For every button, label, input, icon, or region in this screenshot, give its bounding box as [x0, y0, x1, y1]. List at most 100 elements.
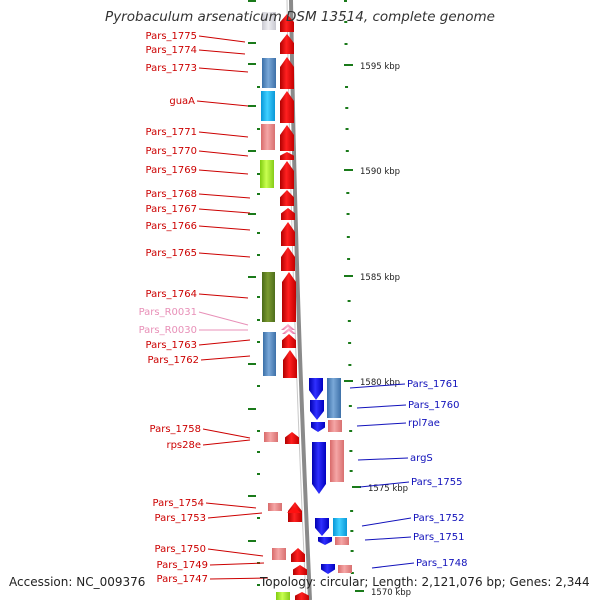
- gene-arrow-forward: [280, 57, 294, 89]
- label-leader-line: [356, 404, 407, 409]
- track-tick: [344, 43, 348, 45]
- gene-block: [327, 378, 341, 418]
- gene-arrow-forward: [280, 161, 294, 189]
- gene-label: Pars_1766: [146, 221, 197, 232]
- track-tick: [257, 385, 260, 387]
- gene-arrow-forward: [293, 565, 307, 575]
- gene-label: Pars_1771: [146, 127, 197, 138]
- gene-block: [262, 272, 275, 322]
- label-leader-line: [196, 100, 249, 107]
- label-leader-line: [209, 562, 265, 566]
- gene-label: Pars_1763: [146, 340, 197, 351]
- genome-info-text: Topology: circular; Length: 2,121,076 bp…: [260, 575, 590, 589]
- scale-tick-label: 1570 kbp: [371, 588, 411, 598]
- gene-label: Pars_1761: [407, 379, 458, 390]
- gene-arrow-reverse: [309, 378, 323, 400]
- track-tick: [347, 300, 351, 302]
- scale-tick-label: 1595 kbp: [360, 62, 400, 72]
- gene-arrow-forward: [291, 548, 305, 562]
- track-tick: [257, 173, 260, 175]
- label-leader-line: [359, 481, 410, 488]
- track-tick: [345, 128, 349, 130]
- gene-label: Pars_1760: [408, 400, 459, 411]
- scale-tick-label: 1590 kbp: [360, 167, 400, 177]
- track-tick: [257, 128, 260, 130]
- scale-tick-label: 1585 kbp: [360, 273, 400, 283]
- gene-block: [338, 565, 352, 573]
- track-tick: [348, 364, 352, 366]
- label-leader-line: [198, 131, 249, 138]
- gene-arrow-forward: [287, 507, 301, 513]
- track-tick: [257, 430, 260, 432]
- track-tick: [257, 254, 260, 256]
- track-tick: [257, 86, 260, 88]
- track-tick: [348, 342, 352, 344]
- track-tick: [257, 193, 260, 195]
- gene-block: [262, 12, 276, 30]
- gene-label: Pars_1762: [148, 355, 199, 366]
- gene-block: [276, 592, 290, 600]
- gene-arrow-forward: [281, 247, 295, 271]
- label-leader-line: [198, 35, 246, 43]
- gene-block: [268, 503, 282, 511]
- gene-block: [333, 518, 347, 536]
- map-title: Pyrobaculum arsenaticum DSM 13514, compl…: [105, 9, 495, 25]
- scale-tick-label: 1580 kbp: [360, 378, 400, 388]
- gene-arrow-forward: [281, 208, 295, 220]
- gene-block: [272, 548, 286, 560]
- gene-label: Pars_1751: [413, 532, 464, 543]
- track-tick: [346, 236, 350, 238]
- track-tick: [347, 320, 351, 322]
- rna-feature: [282, 328, 296, 334]
- gene-block: [262, 58, 276, 88]
- track-tick: [248, 150, 256, 152]
- track-tick: [248, 105, 256, 107]
- label-leader-line: [205, 502, 257, 509]
- label-leader-line: [202, 439, 251, 446]
- gene-label: Pars_1768: [146, 189, 197, 200]
- gene-label: Pars_1753: [155, 513, 206, 524]
- gene-arrow-forward: [283, 350, 297, 378]
- gene-block: [260, 160, 274, 188]
- track-tick: [349, 430, 353, 432]
- gene-arrow-forward: [280, 152, 294, 160]
- scale-tick-label: 1575 kbp: [368, 484, 408, 494]
- track-tick: [248, 0, 256, 2]
- label-leader-line: [198, 293, 249, 299]
- scale-tick-mark: [344, 169, 353, 171]
- scale-tick-mark: [352, 486, 361, 488]
- label-leader-line: [198, 150, 249, 157]
- gene-label: Pars_1749: [157, 560, 208, 571]
- gene-block: [261, 91, 275, 121]
- label-leader-line: [357, 457, 409, 461]
- gene-label: argS: [410, 453, 433, 464]
- gene-label: Pars_1747: [157, 574, 208, 585]
- track-tick: [248, 213, 256, 215]
- track-tick: [248, 63, 256, 65]
- track-tick: [348, 405, 352, 407]
- gene-arrow-reverse: [312, 442, 326, 494]
- label-leader-line: [207, 512, 263, 519]
- track-tick: [345, 107, 349, 109]
- label-leader-line: [349, 383, 406, 389]
- gene-block: [263, 332, 276, 376]
- track-tick: [347, 258, 351, 260]
- scale-tick-mark: [344, 275, 353, 277]
- gene-label: rps28e: [166, 440, 201, 451]
- gene-label: Pars_1773: [146, 63, 197, 74]
- track-tick: [349, 450, 353, 452]
- gene-arrow-forward: [280, 125, 294, 151]
- gene-arrow-forward: [295, 592, 309, 600]
- gene-label: Pars_1758: [150, 424, 201, 435]
- track-tick: [248, 42, 256, 44]
- gene-arrow-reverse: [310, 400, 324, 420]
- label-leader-line: [198, 339, 251, 346]
- gene-arrow-forward: [282, 334, 296, 348]
- gene-arrow-forward: [285, 432, 299, 444]
- track-tick: [344, 0, 347, 2]
- gene-arrow-reverse: [311, 422, 325, 432]
- gene-arrow-forward: [280, 34, 294, 54]
- label-leader-line: [361, 517, 412, 527]
- label-leader-line: [198, 169, 249, 175]
- track-tick: [257, 584, 260, 586]
